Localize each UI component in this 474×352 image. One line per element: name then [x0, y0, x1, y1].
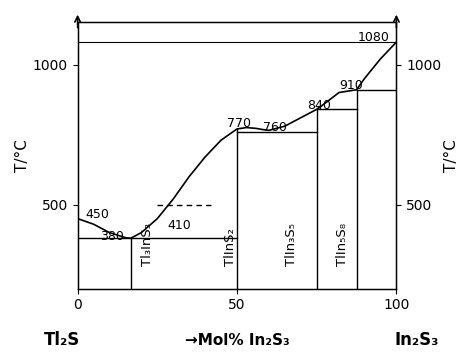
- Text: 1080: 1080: [358, 31, 390, 44]
- Text: Tl₃InS₃: Tl₃InS₃: [141, 223, 154, 266]
- Text: →Mol% In₂S₃: →Mol% In₂S₃: [185, 333, 289, 348]
- Text: 410: 410: [167, 219, 191, 232]
- Text: TlIn₃S₅: TlIn₃S₅: [285, 223, 298, 266]
- Text: In₂S₃: In₂S₃: [395, 331, 439, 349]
- Y-axis label: T/°C: T/°C: [444, 139, 459, 172]
- Text: 910: 910: [339, 79, 363, 92]
- Text: TlIn₅S₈: TlIn₅S₈: [336, 223, 349, 266]
- Text: 840: 840: [307, 99, 331, 112]
- Text: 380: 380: [100, 230, 124, 243]
- Text: 760: 760: [263, 121, 286, 134]
- Text: 770: 770: [228, 117, 251, 130]
- Y-axis label: T/°C: T/°C: [15, 139, 30, 172]
- Text: TlInS₂: TlInS₂: [224, 228, 237, 266]
- Text: 450: 450: [86, 208, 109, 221]
- Text: Tl₂S: Tl₂S: [44, 331, 80, 349]
